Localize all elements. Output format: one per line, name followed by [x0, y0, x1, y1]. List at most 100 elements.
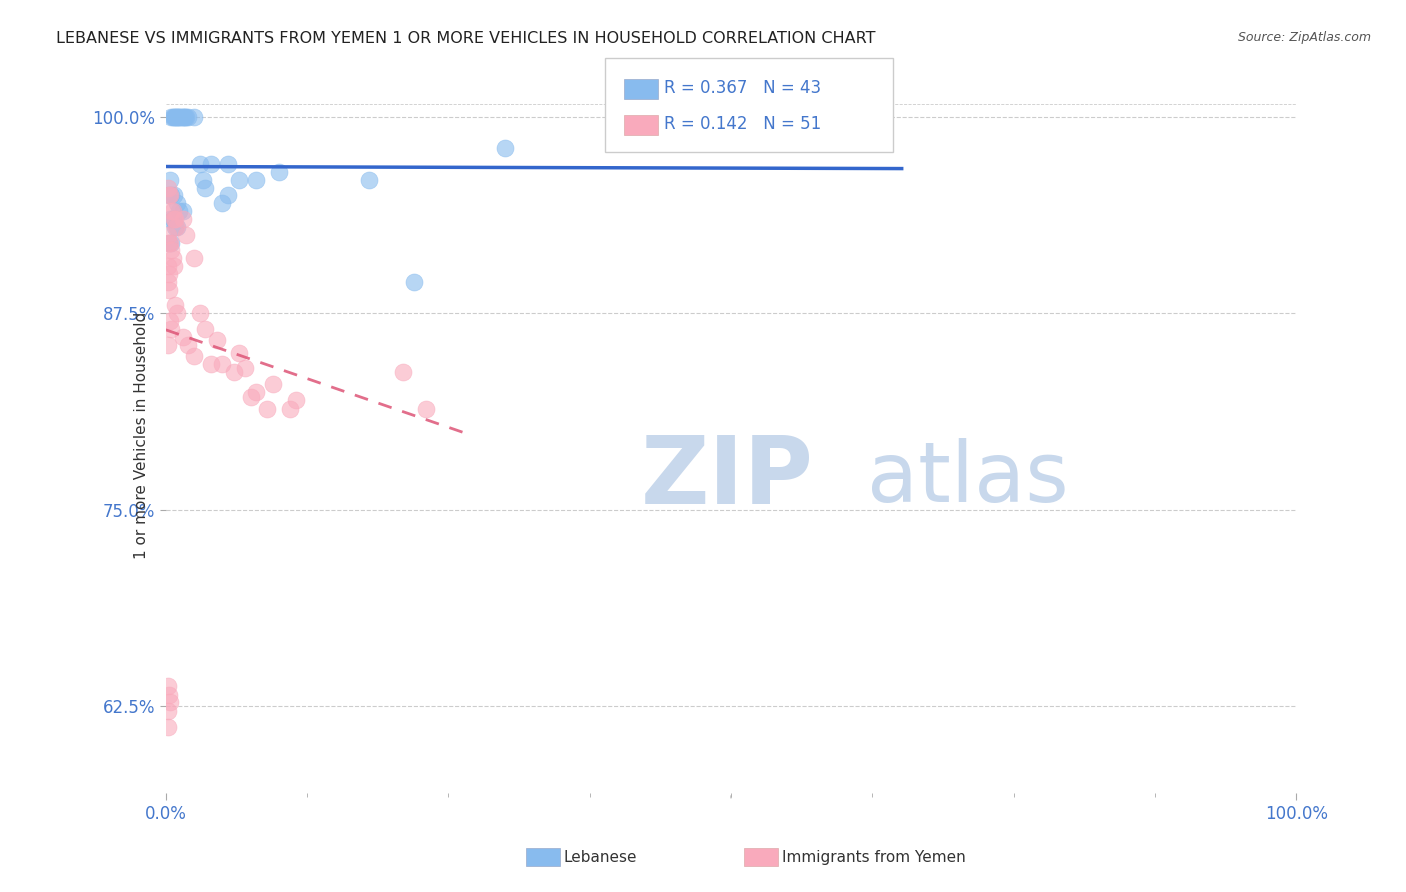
Point [245, 172, 267, 186]
Point [262, 377, 284, 392]
Text: Immigrants from Yemen: Immigrants from Yemen [782, 850, 966, 864]
Point [157, 267, 180, 281]
Point [200, 157, 222, 171]
Point [163, 259, 186, 273]
Point [157, 188, 180, 202]
Point [162, 204, 184, 219]
Point [160, 188, 183, 202]
Point [163, 188, 186, 202]
Point [156, 704, 179, 718]
Point [163, 219, 186, 234]
Text: ZIP: ZIP [641, 432, 814, 524]
Point [169, 204, 191, 219]
Point [159, 172, 181, 186]
Text: R = 0.142   N = 51: R = 0.142 N = 51 [664, 115, 821, 133]
Point [239, 390, 262, 404]
Point [159, 188, 181, 202]
Point [163, 211, 186, 226]
Point [166, 196, 188, 211]
Point [169, 110, 191, 124]
Point [188, 306, 211, 320]
Point [167, 110, 190, 124]
Point [159, 695, 181, 709]
Point [157, 188, 180, 202]
Point [191, 172, 214, 186]
Point [200, 357, 222, 371]
Text: LEBANESE VS IMMIGRANTS FROM YEMEN 1 OR MORE VEHICLES IN HOUSEHOLD CORRELATION CH: LEBANESE VS IMMIGRANTS FROM YEMEN 1 OR M… [56, 31, 876, 46]
Point [194, 180, 217, 194]
Point [162, 252, 184, 266]
Point [188, 157, 211, 171]
Point [172, 211, 194, 226]
Point [159, 211, 181, 226]
Point [183, 252, 205, 266]
Point [160, 204, 183, 219]
Point [267, 165, 290, 179]
Point [156, 679, 179, 693]
Point [172, 330, 194, 344]
Point [160, 235, 183, 250]
Point [156, 227, 179, 242]
Point [160, 110, 183, 124]
Point [222, 365, 245, 379]
Point [165, 110, 187, 124]
Point [160, 322, 183, 336]
Point [173, 110, 195, 124]
Point [174, 110, 197, 124]
Point [172, 110, 194, 124]
Point [183, 349, 205, 363]
Point [174, 110, 197, 124]
Point [159, 314, 181, 328]
Point [166, 306, 188, 320]
Point [233, 361, 256, 376]
Point [166, 110, 188, 124]
Point [162, 211, 184, 226]
Point [156, 180, 179, 194]
Point [211, 196, 233, 211]
Point [245, 384, 267, 399]
Point [165, 219, 187, 234]
Text: atlas: atlas [866, 438, 1069, 518]
Point [163, 211, 186, 226]
Point [159, 235, 181, 250]
Point [170, 110, 193, 124]
Point [166, 219, 188, 234]
Point [494, 141, 516, 155]
Point [156, 275, 179, 289]
Point [194, 322, 217, 336]
Point [160, 244, 183, 258]
Point [256, 402, 278, 417]
Point [228, 345, 250, 359]
Point [404, 275, 426, 289]
Point [156, 338, 179, 352]
Point [162, 110, 184, 124]
Point [174, 227, 197, 242]
Y-axis label: 1 or more Vehicles in Household: 1 or more Vehicles in Household [134, 311, 149, 558]
Point [157, 235, 180, 250]
Text: Lebanese: Lebanese [564, 850, 637, 864]
Point [163, 110, 186, 124]
Point [855, 126, 877, 140]
Point [359, 172, 381, 186]
Point [217, 157, 239, 171]
Point [177, 110, 200, 124]
Point [392, 365, 415, 379]
Point [157, 235, 180, 250]
Point [205, 333, 228, 347]
Point [415, 402, 437, 417]
Point [228, 172, 250, 186]
Text: R = 0.367   N = 43: R = 0.367 N = 43 [664, 79, 821, 97]
Point [156, 720, 179, 734]
Point [172, 204, 194, 219]
Point [177, 338, 200, 352]
Point [163, 298, 186, 312]
Point [157, 689, 180, 703]
Point [183, 110, 205, 124]
Point [217, 188, 239, 202]
Point [278, 402, 301, 417]
Point [163, 110, 186, 124]
Point [284, 392, 307, 407]
Text: Source: ZipAtlas.com: Source: ZipAtlas.com [1237, 31, 1371, 45]
Point [156, 259, 179, 273]
Point [157, 283, 180, 297]
